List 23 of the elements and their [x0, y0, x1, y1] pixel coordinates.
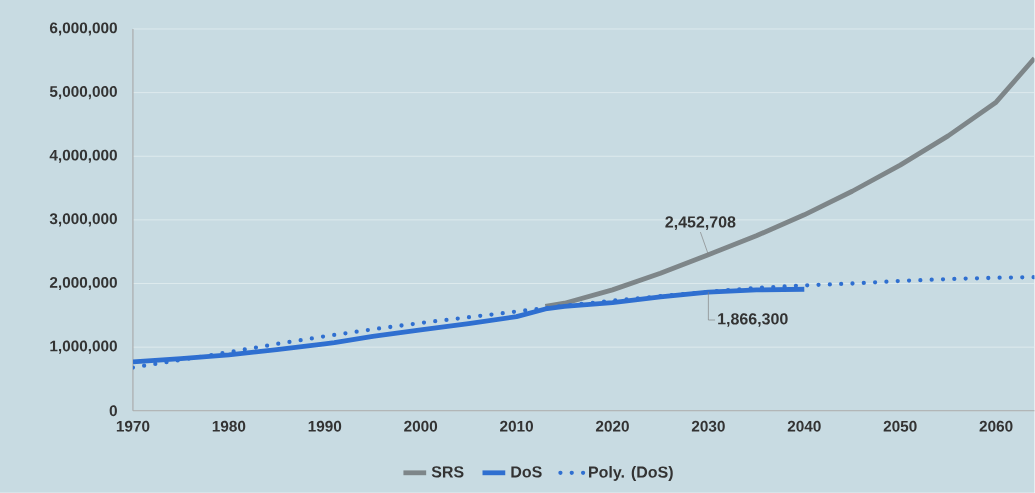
y-tick-label: 4,000,000	[49, 149, 117, 163]
legend-label: DoS	[511, 466, 542, 478]
legend-label: SRS	[431, 466, 464, 478]
line-series	[542, 55, 1035, 309]
y-tick-label: 5,000,000	[49, 86, 117, 100]
y-tick-label: 6,000,000	[49, 22, 117, 36]
x-tick-label: 2010	[500, 420, 533, 432]
y-tick-label: 3,000,000	[49, 213, 117, 227]
x-tick-label: 1970	[116, 420, 150, 432]
x-tick-label: 2030	[691, 420, 725, 432]
annotation: 2,452,708	[665, 216, 736, 231]
x-tick-label: 2040	[787, 420, 821, 432]
y-tick-label: 1,000,000	[50, 340, 117, 354]
y-tick-label: 2,000,000	[49, 277, 117, 291]
x-tick-label: 1980	[212, 420, 246, 432]
x-tick-label: 1990	[308, 420, 342, 432]
x-tick-label: 2020	[595, 420, 629, 432]
y-tick-label: 0	[109, 405, 117, 417]
x-tick-label: 2000	[404, 420, 438, 432]
annotation: 1,866,300	[718, 313, 788, 327]
x-tick-label: 2060	[979, 420, 1013, 432]
x-tick-label: 2050	[883, 420, 917, 432]
legend-label: Poly. (DoS)	[589, 466, 673, 482]
